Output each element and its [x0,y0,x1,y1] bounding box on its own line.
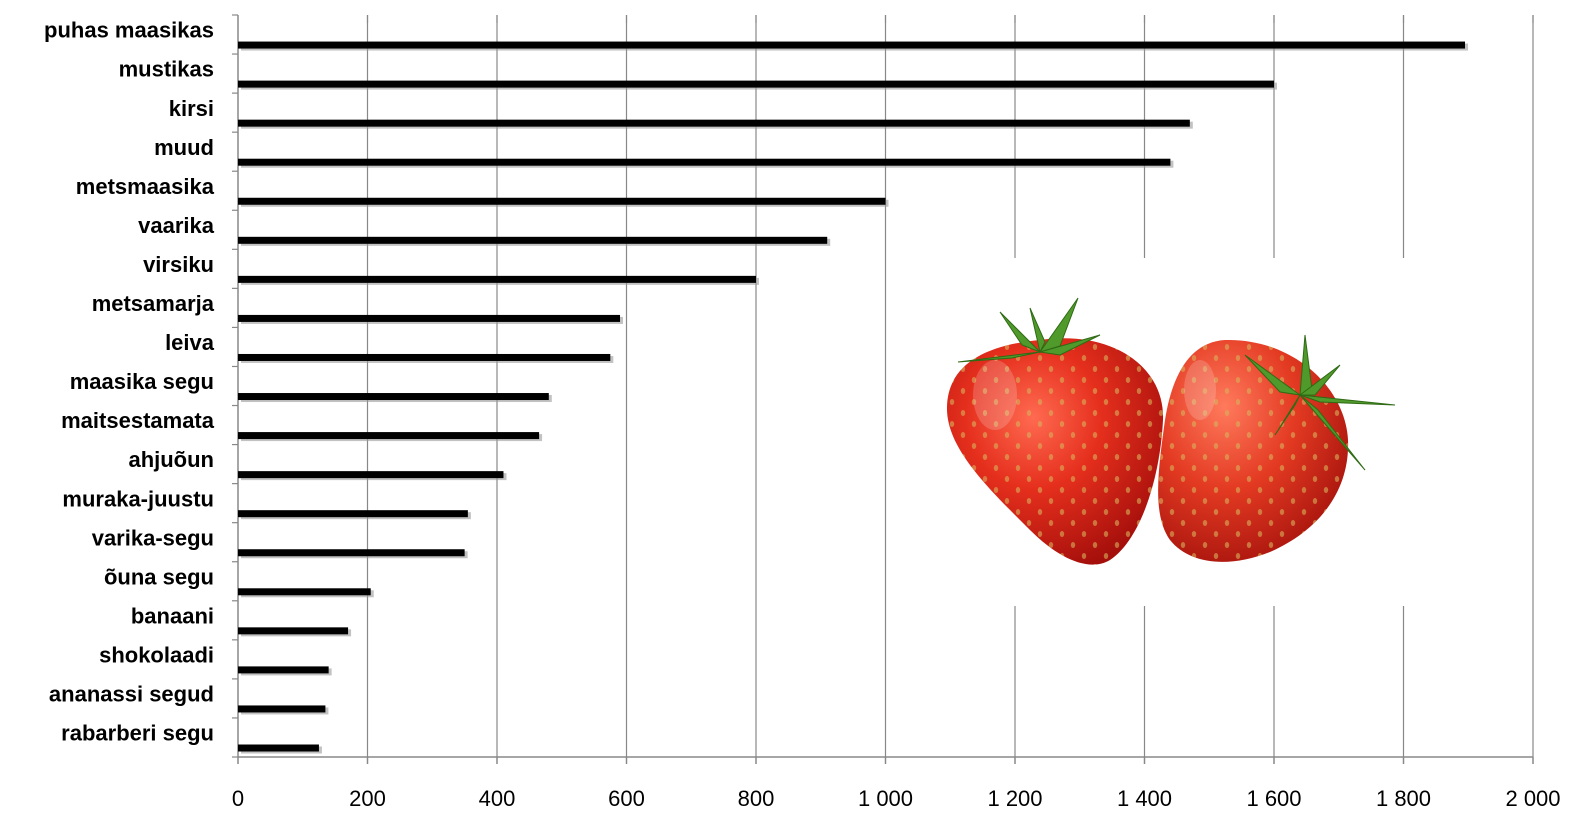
strawberries-image [905,258,1425,606]
category-labels: puhas maasikas mustikas kirsi muud metsmaasi… [44,18,215,746]
x-tick-label: 800 [738,786,775,811]
bar [238,666,329,674]
bars [238,41,1469,754]
bar [238,80,1274,88]
category-label: metsmaasika [76,174,215,199]
bar [238,393,549,401]
tick-labels: 0 200 400 600 800 1 000 1 200 1 400 1 600 1 800 2 … [232,786,1561,811]
category-label: banaani [131,603,214,628]
bar [238,627,349,635]
category-label: varika-segu [92,525,214,550]
category-label: maitsestamata [61,408,215,433]
category-label: metsamarja [92,291,215,316]
bar [238,41,1466,49]
category-label: ananassi segud [49,682,214,707]
bar [238,549,465,557]
strawberry-highlight [1184,360,1216,420]
strawberry-left-leaves [957,297,1101,363]
category-label: muud [154,135,214,160]
x-tick-label: 2 000 [1505,786,1560,811]
x-tick-label: 1 600 [1246,786,1301,811]
category-label: vaarika [138,213,215,238]
strawberry-left-seeds [946,338,1164,565]
bar [238,510,468,518]
bar [238,353,611,361]
x-tick-label: 1 000 [858,786,913,811]
category-label: rabarberi segu [61,721,214,746]
bar [238,744,319,752]
x-tick-label: 1 200 [987,786,1042,811]
category-label: puhas maasikas [44,18,214,43]
bar [238,119,1190,127]
bar [238,158,1171,166]
category-label: maasika segu [70,369,214,394]
category-label: mustikas [119,57,214,82]
bar [238,471,504,479]
bar [238,705,326,713]
strawberry-right-leaves [1244,334,1396,471]
x-tick-label: 1 400 [1117,786,1172,811]
category-label: kirsi [169,96,214,121]
bar [238,588,371,596]
strawberry-highlight [973,360,1017,430]
bar [238,275,756,283]
x-tick-label: 0 [232,786,244,811]
bar [238,432,540,440]
bar [238,236,828,244]
category-label: leiva [165,330,215,355]
category-label: muraka-juustu [62,486,214,511]
category-label: õuna segu [104,564,214,589]
category-label: shokolaadi [99,642,214,667]
category-label: ahjuõun [128,447,214,472]
x-tick-label: 600 [608,786,645,811]
x-tick-label: 400 [479,786,516,811]
category-label: virsiku [143,252,214,277]
x-tick-label: 1 800 [1376,786,1431,811]
bar [238,197,886,205]
bar [238,314,621,322]
x-tick-label: 200 [349,786,386,811]
